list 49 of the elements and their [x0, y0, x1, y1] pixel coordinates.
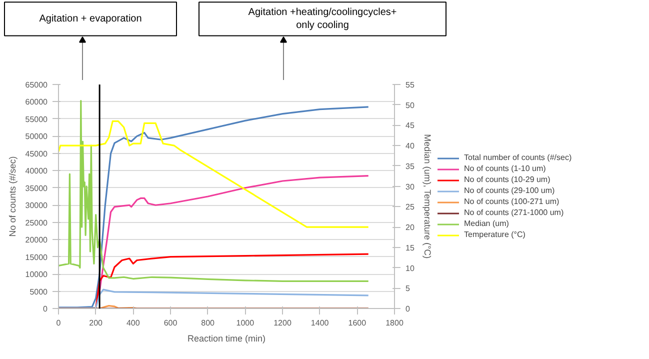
legend-label: Median (um)	[464, 219, 509, 228]
y-tick-label: 50000	[25, 132, 48, 142]
legend-label: No of counts (100-271 um)	[464, 197, 560, 206]
y-tick-label: 5000	[30, 287, 48, 296]
y2-tick-label: 40	[406, 142, 415, 151]
x-tick-label: 1400	[310, 318, 330, 328]
y2-tick-label: 0	[406, 304, 410, 314]
y-tick-label: 65000	[25, 80, 48, 90]
y2-tick-label: 20	[406, 223, 415, 232]
y-tick-label: 30000	[25, 201, 48, 210]
y-tick-label: 40000	[25, 166, 48, 176]
x-tick-label: 1200	[274, 318, 292, 328]
x-axis-title: Reaction time (min)	[187, 334, 266, 344]
y-tick-label: 60000	[25, 98, 48, 107]
y-tick-label: 0	[43, 304, 48, 314]
y2-axis-title: Median (um), Temperature (°C)	[422, 134, 432, 259]
legend-label: No of counts (10-29 um)	[464, 175, 550, 184]
y2-tick-label: 25	[406, 202, 415, 212]
y-tick-label: 10000	[25, 270, 48, 280]
y-tick-label: 20000	[25, 236, 48, 245]
y2-tick-label: 35	[406, 162, 415, 171]
y-tick-label: 45000	[25, 149, 48, 158]
y2-tick-label: 55	[406, 80, 415, 90]
y2-tick-label: 5	[406, 284, 410, 294]
x-tick-label: 800	[201, 318, 216, 328]
y-tick-label: 55000	[25, 114, 48, 124]
legend-label: No of counts (1-10 um)	[464, 164, 546, 173]
y2-tick-label: 10	[406, 264, 415, 273]
legend-label: Total number of counts (#/sec)	[464, 153, 572, 162]
x-tick-label: 200	[89, 318, 104, 328]
legend-label: No of counts (29-100 um)	[464, 186, 555, 195]
legend-label: No of counts (271-1000 um)	[464, 208, 564, 217]
x-tick-label: 600	[164, 318, 178, 328]
y-tick-label: 25000	[25, 218, 48, 228]
y2-tick-label: 45	[406, 121, 415, 130]
x-tick-label: 1000	[236, 318, 255, 328]
y2-tick-label: 15	[406, 243, 415, 252]
y-tick-label: 35000	[25, 184, 48, 193]
x-tick-label: 1800	[386, 318, 404, 328]
x-tick-label: 400	[126, 318, 140, 328]
y-tick-label: 15000	[25, 252, 48, 262]
text: Agitation + evaporation	[39, 13, 142, 24]
legend-label: Temperature (°C)	[464, 230, 526, 239]
x-tick-label: 1600	[348, 318, 367, 328]
text: Agitation +heating/coolingcycles+ only cooling	[248, 6, 397, 31]
x-tick-label: 0	[56, 318, 62, 328]
y-axis-title: No of counts (#/sec)	[7, 156, 18, 237]
y2-tick-label: 50	[406, 100, 415, 110]
y2-tick-label: 30	[406, 182, 415, 192]
